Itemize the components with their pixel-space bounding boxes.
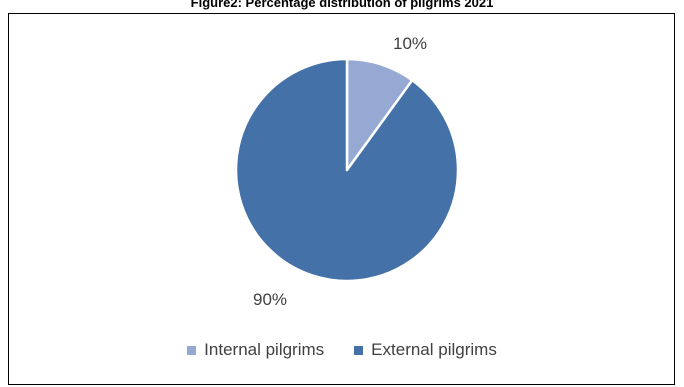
chart-title: Figure2: Percentage distribution of pilg… — [190, 0, 494, 10]
legend-swatch-internal — [187, 345, 197, 355]
legend-label-external: External pilgrims — [371, 340, 497, 359]
chart-legend: Internal pilgrims External pilgrims — [0, 340, 684, 360]
legend-item-internal: Internal pilgrims — [187, 340, 324, 360]
data-label-internal-pilgrims: 10% — [393, 34, 427, 53]
pie-slices — [234, 57, 460, 283]
data-label-external-pilgrims: 90% — [253, 290, 287, 309]
pie-slice-external-pilgrims — [234, 57, 460, 283]
legend-swatch-external — [354, 345, 364, 355]
pie-data-labels: 10% 90% — [253, 34, 427, 309]
legend-item-external: External pilgrims — [354, 340, 497, 360]
legend-label-internal: Internal pilgrims — [204, 340, 325, 359]
